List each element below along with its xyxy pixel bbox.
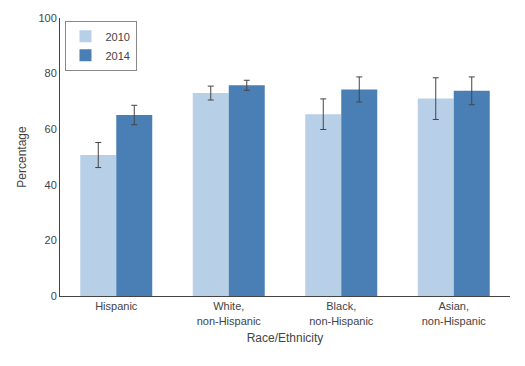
svg-text:White,non-Hispanic: White,non-Hispanic bbox=[197, 300, 262, 326]
svg-text:100: 100 bbox=[38, 12, 56, 24]
svg-text:60: 60 bbox=[45, 123, 57, 135]
svg-text:2010: 2010 bbox=[106, 31, 130, 43]
svg-text:40: 40 bbox=[45, 179, 57, 191]
svg-text:Percentage: Percentage bbox=[15, 126, 29, 188]
svg-text:Race/Ethnicity: Race/Ethnicity bbox=[247, 331, 324, 345]
svg-text:Black,non-Hispanic: Black,non-Hispanic bbox=[309, 300, 374, 326]
svg-text:20: 20 bbox=[45, 234, 57, 246]
svg-text:0: 0 bbox=[51, 290, 57, 302]
svg-text:Asian,non-Hispanic: Asian,non-Hispanic bbox=[422, 300, 487, 326]
svg-text:80: 80 bbox=[45, 67, 57, 79]
svg-text:Hispanic: Hispanic bbox=[95, 300, 138, 312]
svg-text:2014: 2014 bbox=[106, 50, 130, 62]
